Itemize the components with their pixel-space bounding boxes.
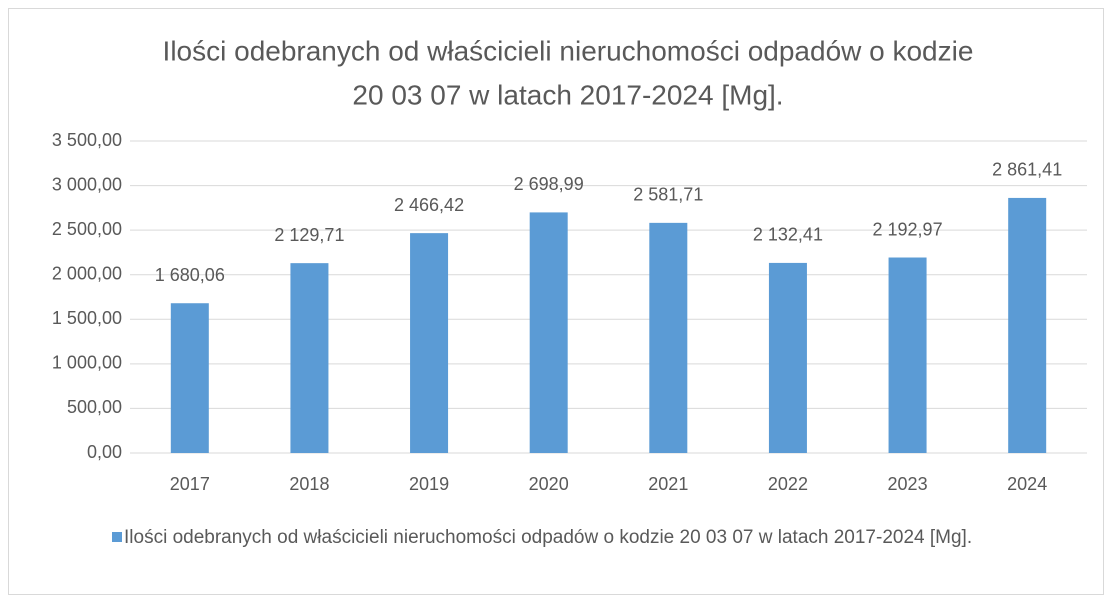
x-tick-label: 2022 [768,474,808,494]
data-label: 2 861,41 [992,160,1062,180]
bar [649,222,688,453]
bar [410,233,449,453]
data-label: 2 466,42 [394,195,464,215]
bar [768,262,807,453]
data-label: 2 192,97 [873,219,943,239]
y-tick-label: 0,00 [87,442,122,462]
bar [290,263,329,453]
y-tick-label: 2 000,00 [52,263,122,283]
data-label: 2 581,71 [633,185,703,205]
legend: Ilości odebranych od właścicieli nieruch… [112,524,1062,551]
bar [529,212,568,453]
y-tick-label: 2 500,00 [52,219,122,239]
chart-title: Ilości odebranych od właścicieli nieruch… [163,35,974,66]
legend-swatch [112,532,122,542]
x-tick-label: 2017 [170,474,210,494]
legend-label: Ilości odebranych od właścicieli nieruch… [124,527,973,548]
x-tick-label: 2021 [648,474,688,494]
data-label: 1 680,06 [155,265,225,285]
y-tick-label: 1 000,00 [52,353,122,373]
data-label: 2 698,99 [514,174,584,194]
data-label: 2 129,71 [274,225,344,245]
y-tick-label: 1 500,00 [52,308,122,328]
y-tick-label: 3 000,00 [52,174,122,194]
data-label: 2 132,41 [753,225,823,245]
x-tick-label: 2023 [888,474,928,494]
x-tick-label: 2019 [409,474,449,494]
bar [1008,197,1047,453]
chart-title: 20 03 07 w latach 2017-2024 [Mg]. [352,79,783,110]
bar [170,303,209,453]
bar [888,257,927,453]
x-tick-label: 2018 [289,474,329,494]
y-tick-label: 500,00 [67,397,122,417]
y-tick-label: 3 500,00 [52,130,122,150]
x-tick-label: 2020 [529,474,569,494]
x-tick-label: 2024 [1007,474,1047,494]
